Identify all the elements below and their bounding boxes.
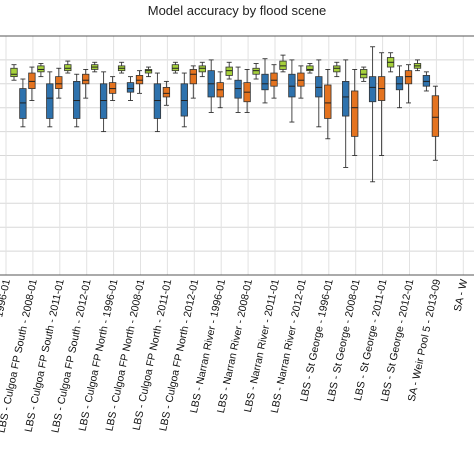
box-orange xyxy=(135,70,144,94)
box-iqr xyxy=(225,66,233,76)
chart-title: Model accuracy by flood scene xyxy=(147,3,327,18)
box-blue xyxy=(422,71,431,92)
box-green xyxy=(386,52,395,73)
box-iqr xyxy=(180,83,188,117)
box-iqr xyxy=(351,90,359,137)
x-tick-label: SA - W xyxy=(452,278,471,313)
box-green xyxy=(360,66,368,82)
box-iqr xyxy=(261,73,269,91)
box-blue xyxy=(395,65,404,109)
box-iqr xyxy=(198,65,206,73)
box-iqr xyxy=(126,82,135,93)
box-green xyxy=(306,63,314,74)
box-blue xyxy=(73,73,81,128)
box-iqr xyxy=(288,73,296,98)
box-layer xyxy=(10,46,440,183)
box-green xyxy=(198,61,206,78)
box-orange xyxy=(324,69,332,140)
box-green xyxy=(252,63,260,80)
box-blue xyxy=(46,71,54,128)
box-iqr xyxy=(37,65,45,73)
box-iqr xyxy=(342,81,350,117)
box-iqr xyxy=(171,64,180,72)
box-iqr xyxy=(252,67,260,75)
box-iqr xyxy=(99,83,108,119)
box-green xyxy=(117,61,126,74)
box-orange xyxy=(82,69,90,99)
box-iqr xyxy=(279,60,287,70)
box-iqr xyxy=(162,86,171,98)
box-iqr xyxy=(153,83,162,119)
box-green xyxy=(91,61,99,73)
box-blue xyxy=(368,46,377,183)
grid-layer xyxy=(0,35,474,276)
box-orange xyxy=(270,64,278,99)
box-green xyxy=(171,61,180,74)
box-blue xyxy=(126,76,135,101)
box-green xyxy=(225,61,233,80)
box-orange xyxy=(297,65,305,99)
box-iqr xyxy=(108,82,117,94)
box-iqr xyxy=(360,69,368,79)
box-blue xyxy=(288,59,296,123)
box-iqr xyxy=(306,65,314,72)
box-green xyxy=(37,63,45,78)
box-green xyxy=(64,60,72,74)
box-iqr xyxy=(189,69,197,85)
box-orange xyxy=(351,69,359,156)
box-iqr xyxy=(368,76,377,103)
box-iqr xyxy=(422,75,431,87)
box-orange xyxy=(162,80,171,106)
box-blue xyxy=(207,59,215,113)
box-iqr xyxy=(46,83,54,119)
box-iqr xyxy=(73,81,81,119)
box-orange xyxy=(108,76,117,101)
box-iqr xyxy=(28,72,36,89)
box-iqr xyxy=(144,69,153,74)
box-orange xyxy=(55,67,63,99)
box-blue xyxy=(99,71,108,133)
box-iqr xyxy=(135,75,144,85)
box-orange xyxy=(189,65,197,99)
box-blue xyxy=(234,66,242,113)
box-orange xyxy=(404,64,413,104)
box-blue xyxy=(342,59,350,168)
box-iqr xyxy=(10,67,18,78)
x-tick-label: South - 1996-01 xyxy=(0,278,13,354)
box-iqr xyxy=(19,88,27,119)
box-iqr xyxy=(395,76,404,91)
box-iqr xyxy=(404,70,413,85)
box-iqr xyxy=(315,76,323,98)
plot-frame xyxy=(0,35,474,276)
box-iqr xyxy=(333,65,341,73)
box-blue xyxy=(180,72,188,128)
box-green xyxy=(279,54,287,73)
box-iqr xyxy=(431,95,440,137)
box-orange xyxy=(216,71,224,109)
box-blue xyxy=(153,72,162,133)
box-iqr xyxy=(324,84,332,119)
box-blue xyxy=(315,59,323,128)
box-orange xyxy=(431,85,440,161)
box-iqr xyxy=(270,72,278,87)
box-iqr xyxy=(234,79,242,99)
box-iqr xyxy=(55,76,63,89)
box-iqr xyxy=(82,73,90,85)
box-blue xyxy=(261,58,269,104)
box-blue xyxy=(19,78,27,128)
box-green xyxy=(413,59,422,72)
box-orange xyxy=(28,66,36,101)
box-green xyxy=(144,66,153,78)
box-green xyxy=(333,61,341,78)
box-orange xyxy=(377,52,386,156)
box-green xyxy=(10,64,18,81)
box-iqr xyxy=(64,64,72,72)
box-orange xyxy=(243,69,251,113)
box-iqr xyxy=(297,72,305,87)
